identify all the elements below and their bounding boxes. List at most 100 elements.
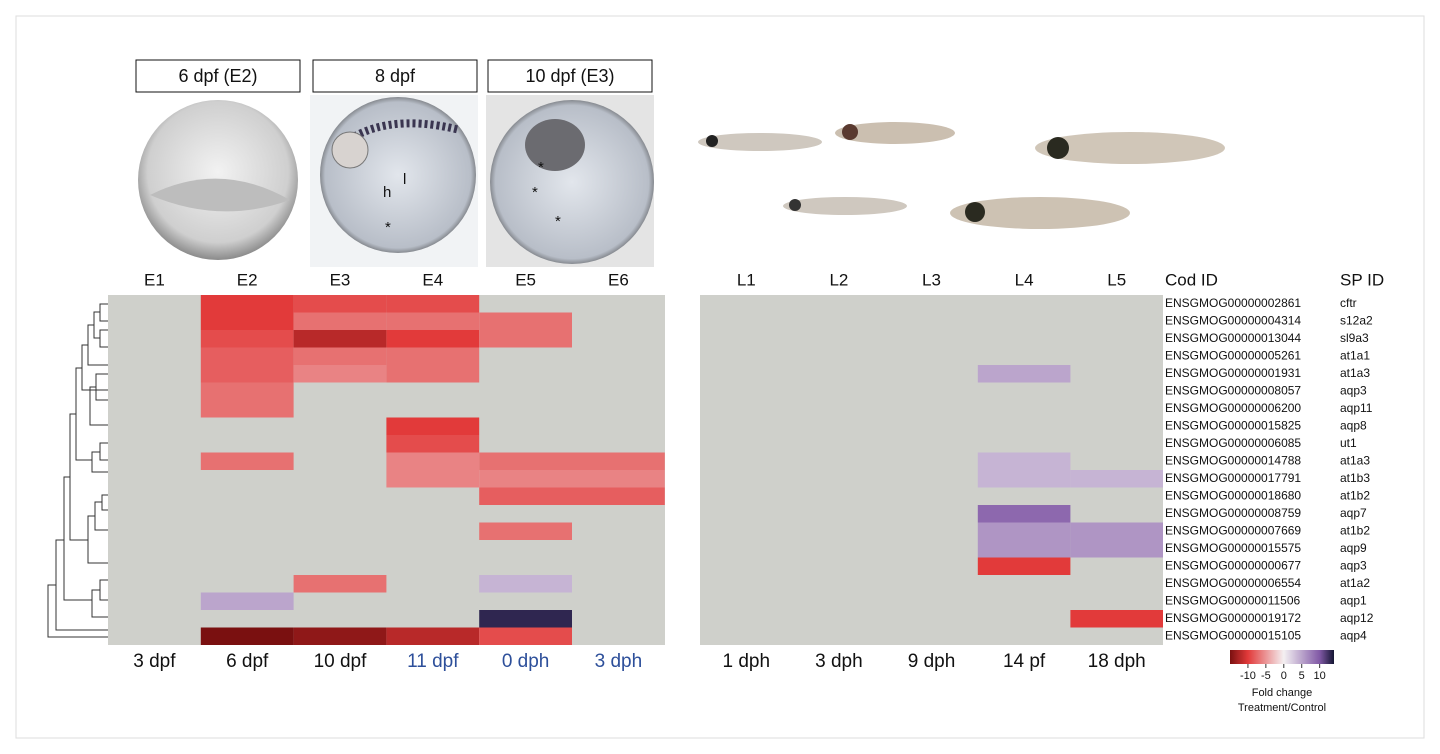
stage-label: 9 dph [908,651,956,672]
column-label: E2 [237,270,258,289]
heatmap-cell [978,505,1071,523]
photo-title: 8 dpf [375,66,416,86]
colorbar-label: Treatment/Control [1238,702,1326,714]
heatmap-cell [386,348,479,366]
row-label-2: at1b2 [1340,488,1370,502]
row-label: ENSGMOG00000006554 [1165,576,1301,590]
column-label: E6 [608,270,629,289]
row-label-2: aqp7 [1340,506,1367,520]
column-label: E1 [144,270,165,289]
larva-eye [965,202,985,222]
heatmap-cell [978,540,1071,558]
row-label: ENSGMOG00000017791 [1165,471,1301,485]
row-label: ENSGMOG00000001931 [1165,366,1301,380]
heatmap-cell [201,383,294,401]
row-label: ENSGMOG00000006200 [1165,401,1301,415]
row-label-2: sl9a3 [1340,331,1369,345]
row-label-2: at1a3 [1340,366,1370,380]
row-label-2: at1a3 [1340,453,1370,467]
larva-eye [1047,137,1069,159]
row-label-2: at1b3 [1340,471,1370,485]
column-label: L5 [1107,270,1126,289]
heatmap-cell [572,453,665,471]
heatmap-cell [978,453,1071,471]
stage-label: 11 dpf [407,651,459,672]
heatmap-cell [479,610,572,628]
heatmap-cell [201,348,294,366]
larvae-photos [698,122,1225,229]
row-label-2: s12a2 [1340,313,1373,327]
colorbar-tick-label: -5 [1261,670,1271,682]
stage-label: 6 dpf [226,651,269,672]
heatmap-cell [201,365,294,383]
row-label: ENSGMOG00000000677 [1165,558,1301,572]
annotation: l [403,171,406,188]
colorbar-label: Fold change [1252,687,1313,699]
row-label: ENSGMOG00000013044 [1165,331,1301,345]
row-label-2: aqp1 [1340,593,1367,607]
heatmap-cell [294,365,387,383]
stage-label: 0 dph [502,651,550,672]
heatmap-cell [294,575,387,593]
heatmap-cell [294,330,387,348]
row-label-2: at1a1 [1340,348,1370,362]
row-label-2: aqp11 [1340,401,1373,415]
larva-eye [842,124,858,140]
embryo-photo [320,97,476,253]
column-label: L4 [1015,270,1034,289]
heatmap-cell [201,628,294,646]
larva-eye [706,135,718,147]
column-label: E3 [330,270,351,289]
heatmap-cell [479,313,572,331]
colorbar-tick-label: 10 [1314,670,1326,682]
heatmap-cell [386,313,479,331]
annotation: * [555,213,561,230]
colorbar-tick-label: 0 [1281,670,1287,682]
heatmap-cell [1070,523,1163,541]
row-label: ENSGMOG00000015105 [1165,628,1301,642]
heatmap-cell [386,365,479,383]
heatmap-cell [978,470,1071,488]
annotation: * [538,159,544,176]
row-label-2: aqp4 [1340,628,1367,642]
row-label-2: aqp3 [1340,558,1367,572]
embryo-head [332,132,368,168]
stage-label: 1 dph [723,651,771,672]
figure: 6 dpf (E2) 8 dpf 10 dpf (E3) h l * * * * [0,0,1440,754]
row-label-2: aqp12 [1340,611,1374,625]
photo-title: 10 dpf (E3) [525,66,614,86]
annotation: * [532,184,538,201]
stage-label: 3 dph [815,651,863,672]
row-label: ENSGMOG00000019172 [1165,611,1301,625]
embryo-head [525,119,585,171]
heatmap-cell [479,628,572,646]
colorbar-tick-label: 5 [1299,670,1305,682]
row-label: ENSGMOG00000002861 [1165,296,1301,310]
column-label: E5 [515,270,536,289]
heatmap-cell [201,400,294,418]
heatmap-cell [1070,470,1163,488]
row-label: ENSGMOG00000015575 [1165,541,1301,555]
heatmap-cell [572,488,665,506]
heatmap-cell [978,523,1071,541]
column-label: E4 [422,270,443,289]
photo-title: 6 dpf (E2) [178,66,257,86]
heatmap-cell [201,330,294,348]
heatmap-cell [386,470,479,488]
heatmap-cell [978,365,1071,383]
row-label: ENSGMOG00000011506 [1165,593,1301,607]
heatmap-cell [201,453,294,471]
dendrogram [48,304,108,637]
heatmap-cell [294,348,387,366]
colorbar-tick-label: -10 [1240,670,1256,682]
heatmap-cell [479,575,572,593]
heatmap-cell [1070,540,1163,558]
heatmap-cell [201,295,294,313]
stage-label: 3 dpf [133,651,176,672]
column-label: L3 [922,270,941,289]
row-label: ENSGMOG00000006085 [1165,436,1301,450]
row-label-2: aqp3 [1340,383,1367,397]
row-label-2: at1a2 [1340,576,1370,590]
heatmap-cell [1070,610,1163,628]
